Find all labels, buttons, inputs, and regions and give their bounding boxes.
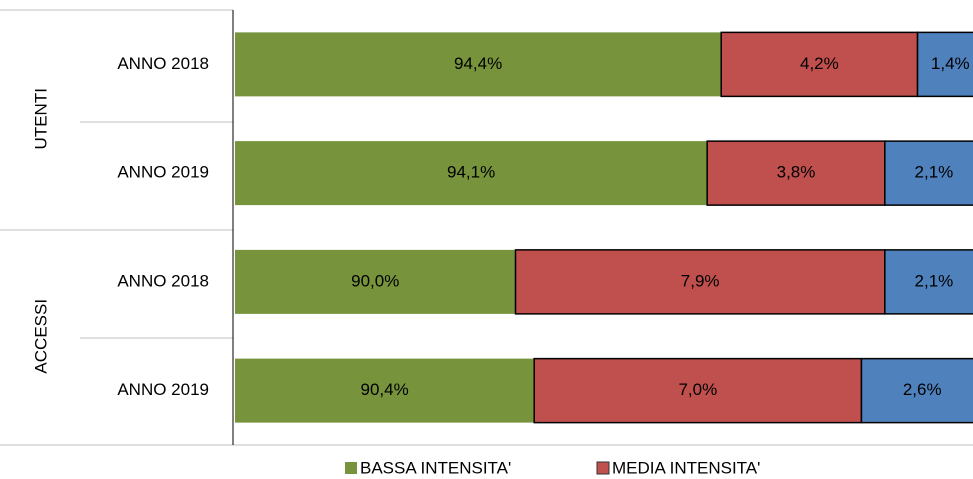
data-label: 7,0% bbox=[678, 380, 717, 399]
frame bbox=[0, 9, 973, 446]
bar-segment bbox=[235, 32, 722, 97]
y-tick-label: ANNO 2019 bbox=[117, 380, 209, 399]
legend-label: MEDIA INTENSITA' bbox=[612, 458, 760, 477]
legend-label: BASSA INTENSITA' bbox=[360, 458, 511, 477]
group-label: ACCESSI bbox=[31, 299, 50, 374]
y-tick-label: ANNO 2019 bbox=[117, 163, 209, 182]
bar-segment bbox=[235, 249, 516, 314]
data-label: 3,8% bbox=[777, 163, 816, 182]
legend-swatch bbox=[345, 462, 357, 474]
bar-segment bbox=[514, 249, 886, 315]
bar-segment bbox=[235, 358, 535, 423]
y-tick-label: ANNO 2018 bbox=[117, 54, 209, 73]
bar-segment bbox=[860, 357, 973, 424]
bar-segment bbox=[720, 31, 919, 98]
data-label: 1,4% bbox=[931, 54, 970, 73]
bar-segment bbox=[884, 249, 973, 315]
data-label: 4,2% bbox=[800, 54, 839, 73]
data-label: 90,4% bbox=[360, 380, 408, 399]
data-label: 2,1% bbox=[915, 163, 954, 182]
data-label: 2,6% bbox=[903, 380, 942, 399]
data-label: 2,1% bbox=[915, 271, 954, 290]
data-label: 94,4% bbox=[454, 54, 502, 73]
data-label: 7,9% bbox=[681, 271, 720, 290]
data-label: 90,0% bbox=[351, 271, 399, 290]
bar-segment bbox=[916, 31, 973, 98]
data-label: 94,1% bbox=[447, 163, 495, 182]
y-tick-label: ANNO 2018 bbox=[117, 271, 209, 290]
bar-segment bbox=[235, 141, 708, 206]
bar-segment bbox=[533, 357, 863, 424]
bar-segment bbox=[884, 140, 973, 206]
legend-swatch bbox=[596, 461, 610, 475]
group-label: UTENTI bbox=[31, 88, 50, 149]
